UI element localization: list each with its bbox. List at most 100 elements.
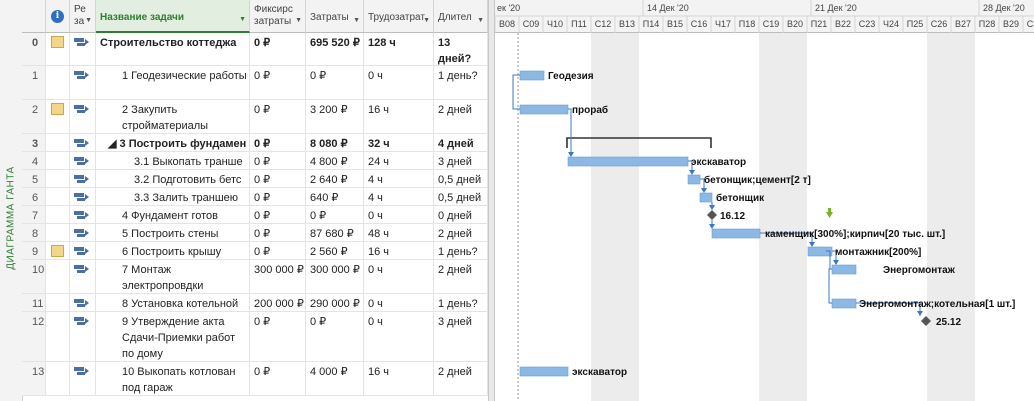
table-row[interactable]: 0 Строительство коттеджа 0 ₽ 695 520 ₽ 128 ч… (22, 33, 488, 66)
cell-duration[interactable]: 0,5 дней (434, 170, 488, 188)
table-row[interactable]: 7 4 Фундамент готов 0 ₽ 0 ₽ 0 ч 0 дней (22, 206, 488, 224)
milestone-diamond[interactable] (921, 316, 931, 326)
cell-work[interactable]: 4 ч (364, 188, 434, 206)
cell-cost[interactable]: 8 080 ₽ (306, 134, 364, 152)
task-mode-cell[interactable] (70, 134, 96, 152)
indicator-cell[interactable] (46, 33, 70, 66)
indicator-cell[interactable] (46, 100, 70, 134)
cell-work[interactable]: 0 ч (364, 294, 434, 312)
gantt-canvas[interactable]: ек '20 14 Дек '20 21 Дек '20 28 Дек '20 В08 С… (495, 0, 1034, 401)
row-id-cell[interactable]: 11 (22, 294, 46, 312)
cell-duration[interactable]: 3 дней (434, 152, 488, 170)
task-mode-cell[interactable] (70, 33, 96, 66)
gantt-chart[interactable]: ек '20 14 Дек '20 21 Дек '20 28 Дек '20 В08 С… (495, 0, 1034, 401)
cell-duration[interactable]: 1 день? (434, 242, 488, 260)
cell-work[interactable]: 128 ч (364, 33, 434, 66)
indicator-cell[interactable] (46, 188, 70, 206)
cell-work[interactable]: 16 ч (364, 242, 434, 260)
task-name-cell[interactable]: 10 Выкопать котлован под гараж (96, 362, 250, 396)
cell-duration[interactable]: 0,5 дней (434, 188, 488, 206)
task-name-cell[interactable]: 6 Построить крышу (96, 242, 250, 260)
chevron-down-icon[interactable]: ▼ (477, 17, 484, 24)
cell-duration[interactable]: 1 день? (434, 294, 488, 312)
cell-fixed[interactable]: 0 ₽ (250, 152, 306, 170)
table-row[interactable]: 4 3.1 Выкопать транше 0 ₽ 4 800 ₽ 24 ч 3 дней (22, 152, 488, 170)
cell-fixed[interactable]: 0 ₽ (250, 188, 306, 206)
indicator-cell[interactable] (46, 260, 70, 294)
table-row[interactable]: 9 6 Построить крышу 0 ₽ 2 560 ₽ 16 ч 1 день? (22, 242, 488, 260)
cell-cost[interactable]: 4 000 ₽ (306, 362, 364, 396)
task-name-cell[interactable]: 3.1 Выкопать транше (96, 152, 250, 170)
cell-fixed[interactable]: 200 000 ₽ (250, 294, 306, 312)
task-bar[interactable] (519, 104, 569, 115)
row-id-cell[interactable]: 4 (22, 152, 46, 170)
summary-bar[interactable] (566, 137, 712, 148)
task-mode-cell[interactable] (70, 152, 96, 170)
cell-work[interactable]: 0 ч (364, 312, 434, 362)
chevron-down-icon[interactable]: ▼ (239, 16, 246, 23)
indicator-cell[interactable] (46, 242, 70, 260)
cell-fixed[interactable]: 0 ₽ (250, 206, 306, 224)
view-bar[interactable]: ДИАГРАММА ГАНТА (0, 0, 23, 401)
task-name-cell[interactable]: 5 Построить стены (96, 224, 250, 242)
task-name-cell[interactable]: 8 Установка котельной (96, 294, 250, 312)
task-name-cell[interactable]: Строительство коттеджа (96, 33, 250, 66)
task-bar[interactable] (687, 174, 701, 185)
task-bar[interactable] (831, 264, 857, 275)
row-id-cell[interactable]: 2 (22, 100, 46, 134)
cell-work[interactable]: 0 ч (364, 206, 434, 224)
cell-duration[interactable]: 3 дней (434, 312, 488, 362)
cell-duration[interactable]: 13 дней? (434, 33, 488, 66)
table-row[interactable]: 12 9 Утверждение акта Сдачи-Приемки работ… (22, 312, 488, 362)
task-mode-cell[interactable] (70, 188, 96, 206)
table-row[interactable]: 8 5 Построить стены 0 ₽ 87 680 ₽ 48 ч 2 дней (22, 224, 488, 242)
task-mode-cell[interactable] (70, 206, 96, 224)
row-id-cell[interactable]: 1 (22, 66, 46, 100)
cell-fixed[interactable]: 0 ₽ (250, 312, 306, 362)
cell-cost[interactable]: 695 520 ₽ (306, 33, 364, 66)
cell-fixed[interactable]: 0 ₽ (250, 66, 306, 100)
table-row[interactable]: 2 2 Закупить стройматериалы 0 ₽ 3 200 ₽ 16 ч… (22, 100, 488, 134)
task-bar[interactable] (699, 192, 713, 203)
indicator-cell[interactable] (46, 152, 70, 170)
cell-cost[interactable]: 2 560 ₽ (306, 242, 364, 260)
cell-duration[interactable]: 1 день? (434, 66, 488, 100)
table-row[interactable]: 13 10 Выкопать котлован под гараж 0 ₽ 4 000… (22, 362, 488, 396)
cell-fixed[interactable]: 0 ₽ (250, 134, 306, 152)
cell-cost[interactable]: 3 200 ₽ (306, 100, 364, 134)
row-id-cell[interactable]: 0 (22, 33, 46, 66)
cell-fixed[interactable]: 0 ₽ (250, 224, 306, 242)
cell-duration[interactable]: 0 дней (434, 206, 488, 224)
row-id-cell[interactable]: 7 (22, 206, 46, 224)
cell-fixed[interactable]: 300 000 ₽ (250, 260, 306, 294)
task-mode-cell[interactable] (70, 260, 96, 294)
cell-cost[interactable]: 300 000 ₽ (306, 260, 364, 294)
chevron-down-icon[interactable]: ▼ (295, 17, 302, 24)
cell-cost[interactable]: 290 000 ₽ (306, 294, 364, 312)
column-header-fixed-cost[interactable]: Фиксирс затраты ▼ (250, 0, 306, 33)
column-header-name[interactable]: Название задачи ▼ (96, 0, 250, 33)
task-name-cell[interactable]: ◢ 3 Построить фундамен (96, 134, 250, 152)
indicator-cell[interactable] (46, 312, 70, 362)
column-header-duration[interactable]: Длител ▼ (434, 0, 488, 33)
chevron-down-icon[interactable]: ▼ (353, 17, 360, 24)
table-row[interactable]: 11 8 Установка котельной 200 000 ₽ 290 000 … (22, 294, 488, 312)
cell-work[interactable]: 16 ч (364, 362, 434, 396)
note-icon[interactable] (51, 245, 64, 257)
cell-duration[interactable]: 4 дней (434, 134, 488, 152)
task-mode-cell[interactable] (70, 294, 96, 312)
cell-cost[interactable]: 2 640 ₽ (306, 170, 364, 188)
table-row[interactable]: 3 ◢ 3 Построить фундамен 0 ₽ 8 080 ₽ 32 ч 4 д… (22, 134, 488, 152)
cell-work[interactable]: 4 ч (364, 170, 434, 188)
cell-cost[interactable]: 87 680 ₽ (306, 224, 364, 242)
task-mode-cell[interactable] (70, 170, 96, 188)
indicator-cell[interactable] (46, 294, 70, 312)
task-name-cell[interactable]: 9 Утверждение акта Сдачи-Приемки работ п… (96, 312, 250, 362)
table-row[interactable]: 10 7 Монтаж электропровдки 300 000 ₽ 300 00… (22, 260, 488, 294)
cell-duration[interactable]: 2 дней (434, 260, 488, 294)
cell-work[interactable]: 48 ч (364, 224, 434, 242)
row-id-cell[interactable]: 10 (22, 260, 46, 294)
select-all-corner[interactable] (22, 0, 46, 33)
indicator-cell[interactable] (46, 134, 70, 152)
task-mode-cell[interactable] (70, 312, 96, 362)
